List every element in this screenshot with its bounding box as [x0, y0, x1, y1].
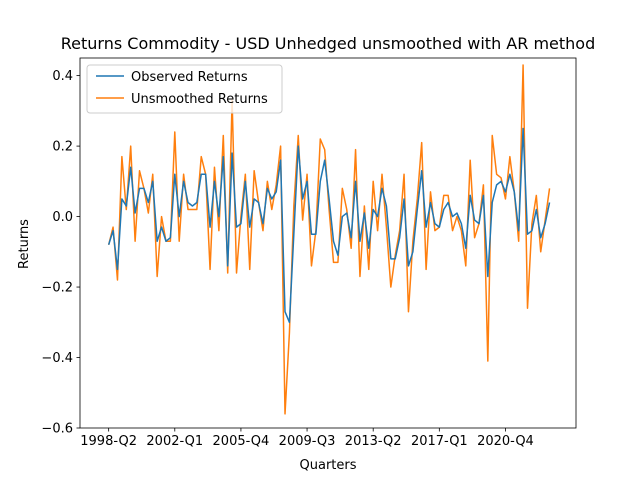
x-axis-label: Quarters [300, 458, 357, 473]
legend-box [86, 64, 283, 114]
x-tick-label: 1998-Q2 [80, 434, 137, 449]
observed-returns-line [107, 127, 551, 324]
y-tick-label: 0.0 [52, 210, 73, 225]
y-tick-label: −0.6 [41, 422, 73, 437]
x-tick-label: 2013-Q2 [345, 434, 402, 449]
legend: Observed Returns Unsmoothed Returns [86, 64, 283, 114]
plot-area [79, 57, 577, 429]
y-axis-label: Returns [17, 219, 32, 269]
chart-title: Returns Commodity - USD Unhedged unsmoot… [61, 34, 595, 53]
x-tick-label: 2009-Q3 [279, 434, 336, 449]
y-tick-label: 0.4 [52, 69, 73, 84]
x-tick-label: 2005-Q4 [213, 434, 270, 449]
y-tick-label: −0.4 [41, 351, 73, 366]
plot-frame [79, 57, 577, 429]
x-tick-label: 2002-Q1 [146, 434, 203, 449]
legend-label-unsmoothed: Unsmoothed Returns [131, 92, 268, 107]
y-axis: −0.6 −0.4 −0.2 0.0 0.2 0.4 [41, 69, 80, 437]
x-tick-label: 2020-Q4 [477, 434, 534, 449]
x-tick-label: 2017-Q1 [411, 434, 468, 449]
series-layer [107, 64, 551, 415]
y-tick-label: −0.2 [41, 281, 73, 296]
x-axis: 1998-Q2 2002-Q1 2005-Q4 2009-Q3 2013-Q2 2017-… [80, 428, 534, 449]
y-tick-label: 0.2 [52, 140, 73, 155]
legend-label-observed: Observed Returns [131, 70, 248, 85]
